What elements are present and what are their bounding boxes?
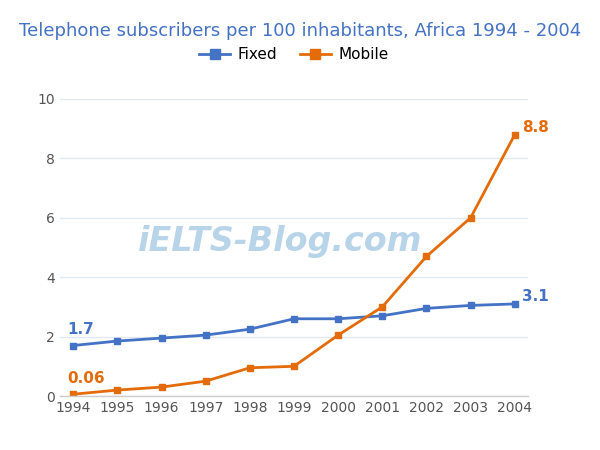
Fixed <box>379 313 386 319</box>
Fixed <box>290 316 298 321</box>
Fixed <box>202 333 209 338</box>
Text: iELTS-Blog.com: iELTS-Blog.com <box>138 225 422 258</box>
Fixed <box>467 303 474 308</box>
Fixed <box>335 316 342 321</box>
Text: 0.06: 0.06 <box>68 371 106 386</box>
Mobile <box>246 365 253 370</box>
Mobile <box>114 387 121 393</box>
Fixed <box>70 343 77 348</box>
Mobile <box>423 254 430 259</box>
Mobile <box>158 384 165 390</box>
Mobile <box>467 215 474 220</box>
Fixed <box>511 301 518 306</box>
Fixed <box>158 335 165 341</box>
Text: 1.7: 1.7 <box>68 322 94 338</box>
Fixed <box>246 327 253 332</box>
Line: Fixed: Fixed <box>70 301 518 349</box>
Mobile <box>70 392 77 397</box>
Line: Mobile: Mobile <box>70 131 518 398</box>
Mobile <box>290 364 298 369</box>
Text: 3.1: 3.1 <box>521 289 548 304</box>
Legend: Fixed, Mobile: Fixed, Mobile <box>193 41 395 68</box>
Text: Telephone subscribers per 100 inhabitants, Africa 1994 - 2004: Telephone subscribers per 100 inhabitant… <box>19 22 581 40</box>
Mobile <box>335 333 342 338</box>
Mobile <box>511 132 518 137</box>
Mobile <box>379 304 386 310</box>
Fixed <box>423 306 430 311</box>
Mobile <box>202 378 209 384</box>
Text: 8.8: 8.8 <box>521 120 548 135</box>
Fixed <box>114 338 121 344</box>
